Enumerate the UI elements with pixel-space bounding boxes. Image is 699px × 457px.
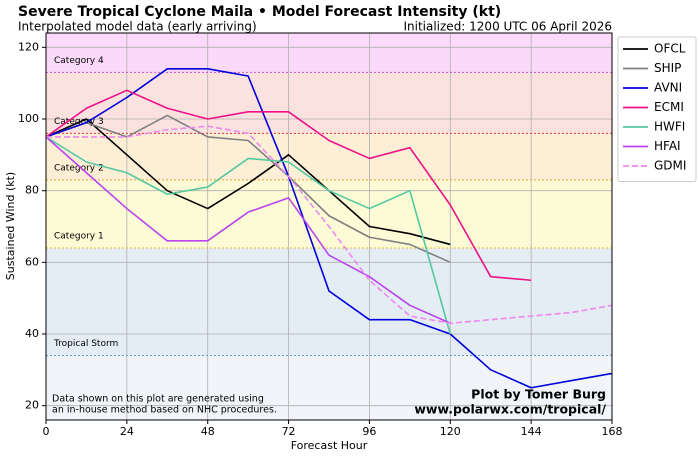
intensity-band: [46, 33, 612, 73]
x-tick-label: 144: [521, 425, 542, 438]
band-label: Tropical Storm: [53, 339, 118, 349]
legend-label: HFAI: [654, 139, 681, 153]
series-line: [46, 89, 532, 282]
intensity-band: [46, 248, 612, 356]
legend-label: ECMI: [654, 100, 684, 114]
y-tick-label: 40: [25, 327, 39, 340]
chart-title: Severe Tropical Cyclone Maila • Model Fo…: [18, 4, 501, 20]
init-time: Initialized: 1200 UTC 06 April 2026: [403, 20, 612, 34]
legend-box: [617, 36, 697, 182]
y-tick-label: 80: [25, 184, 39, 197]
legend-label: SHIP: [654, 61, 681, 75]
x-tick-label: 72: [282, 425, 296, 438]
x-tick-label: 120: [440, 425, 461, 438]
legend-label: GDMI: [654, 159, 686, 173]
credit-text: www.polarwx.com/tropical/: [414, 402, 606, 417]
intensity-band: [46, 72, 612, 134]
series-line: [46, 114, 451, 264]
credit-text: Plot by Tomer Burg: [471, 387, 606, 402]
plot-frame: [45, 32, 613, 421]
legend-label: OFCL: [654, 42, 686, 56]
band-label: Category 4: [54, 56, 104, 66]
y-tick-label: 100: [18, 112, 39, 125]
series-line: [46, 118, 451, 246]
x-tick-label: 24: [120, 425, 134, 438]
y-tick-label: 20: [25, 399, 39, 412]
x-tick-label: 48: [201, 425, 215, 438]
band-label: Category 1: [54, 232, 104, 242]
y-axis-label: Sustained Wind (kt): [4, 172, 17, 280]
y-tick-label: 60: [25, 255, 39, 268]
x-tick-label: 168: [602, 425, 623, 438]
note-text: an in-house method based on NHC procedur…: [52, 405, 277, 416]
series-line: [46, 68, 612, 389]
note-text: Data shown on this plot are generated us…: [52, 394, 264, 405]
plot-area: Tropical Storm Category 1 Category 2 Catego…: [46, 33, 612, 420]
x-axis-label: Forecast Hour: [291, 439, 368, 452]
y-tick-label: 120: [18, 40, 39, 53]
chart-subtitle: Interpolated model data (early arriving): [18, 20, 257, 34]
band-label: Category 2: [54, 163, 104, 173]
series-line: [46, 136, 451, 324]
x-tick-label: 96: [362, 425, 376, 438]
legend-label: AVNI: [654, 81, 682, 95]
x-tick-label: 0: [43, 425, 50, 438]
series-line: [46, 125, 612, 325]
legend-label: HWFI: [654, 120, 685, 134]
series-line: [46, 136, 452, 335]
